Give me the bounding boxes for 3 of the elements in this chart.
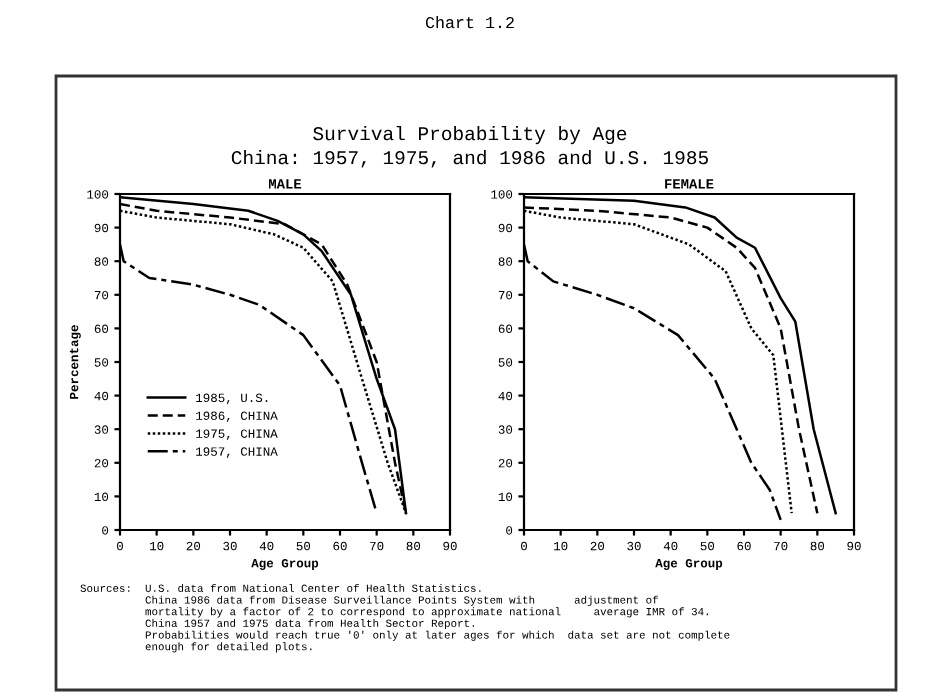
caption: Chart 1.2 bbox=[425, 16, 514, 29]
text: China: 1957, 1975, and 1986 and U.S. 1985 bbox=[231, 150, 708, 168]
text: Survival Probability by Age bbox=[313, 126, 627, 145]
